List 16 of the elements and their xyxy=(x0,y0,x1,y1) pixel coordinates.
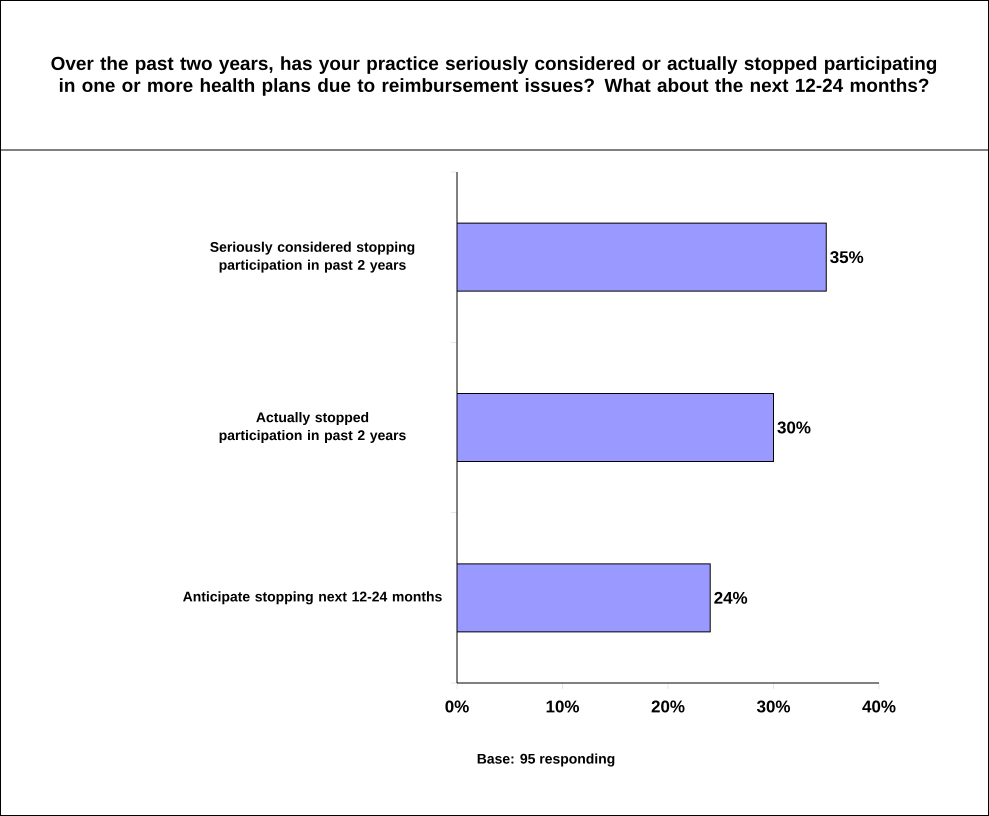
y-tick-label: Actually stopped participation in past 2 years xyxy=(220,412,406,443)
bar xyxy=(457,222,827,292)
data-label: 35% xyxy=(830,251,864,264)
x-tick-label: 10% xyxy=(546,700,579,713)
bar xyxy=(457,563,711,632)
bar xyxy=(457,392,774,462)
x-tick-label: 40% xyxy=(862,700,896,713)
data-label: 24% xyxy=(714,592,748,604)
text: Base: 95 responding xyxy=(478,753,614,767)
x-tick-label: 30% xyxy=(756,700,790,713)
x-tick-label: 0% xyxy=(445,700,469,713)
x-tick-label: 20% xyxy=(652,700,684,713)
chart-title: Over the past two years, has your practice seriously considered or actually stopped participating in one or more health plans due to reimbursement issues? What about the next 12-24 months? xyxy=(51,56,936,96)
data-label: 30% xyxy=(777,421,810,434)
y-tick-label: Seriously considered stopping participation in past 2 years xyxy=(210,242,414,273)
y-tick-label: Anticipate stopping next 12-24 months xyxy=(183,591,442,604)
